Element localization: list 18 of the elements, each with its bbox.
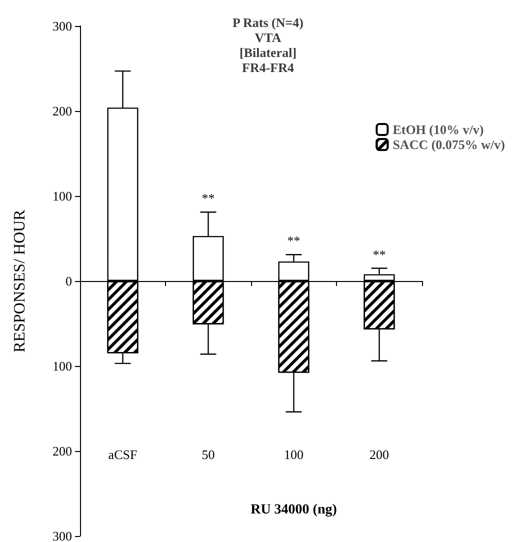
x-tick-label: 100	[284, 447, 304, 462]
annotation: **	[287, 233, 300, 248]
text: P Rats (N=4) VTA [Bilateral] FR4-FR4	[232, 15, 304, 75]
x-tick-label: aCSF	[108, 447, 138, 462]
y-axis-title: RESPONSES/ HOUR	[12, 209, 28, 352]
x-axis-title: RU 34000 (ng)	[250, 502, 338, 518]
y-tick-label: 100	[52, 358, 72, 374]
legend-label: SACC (0.075% w/v)	[392, 137, 506, 152]
annotation: **	[372, 246, 386, 262]
legend-label: EtOH (10% v/v)	[392, 122, 484, 137]
y-tick-label: 300	[52, 18, 72, 34]
y-tick-label: 0	[66, 274, 72, 288]
y-tick-label: 200	[52, 104, 72, 118]
annotation: **	[202, 190, 215, 206]
y-tick-label: 100	[52, 188, 72, 204]
x-tick-label: 50	[202, 447, 215, 462]
x-tick-label: 200	[370, 447, 389, 462]
y-tick-label: 300	[52, 528, 72, 542]
